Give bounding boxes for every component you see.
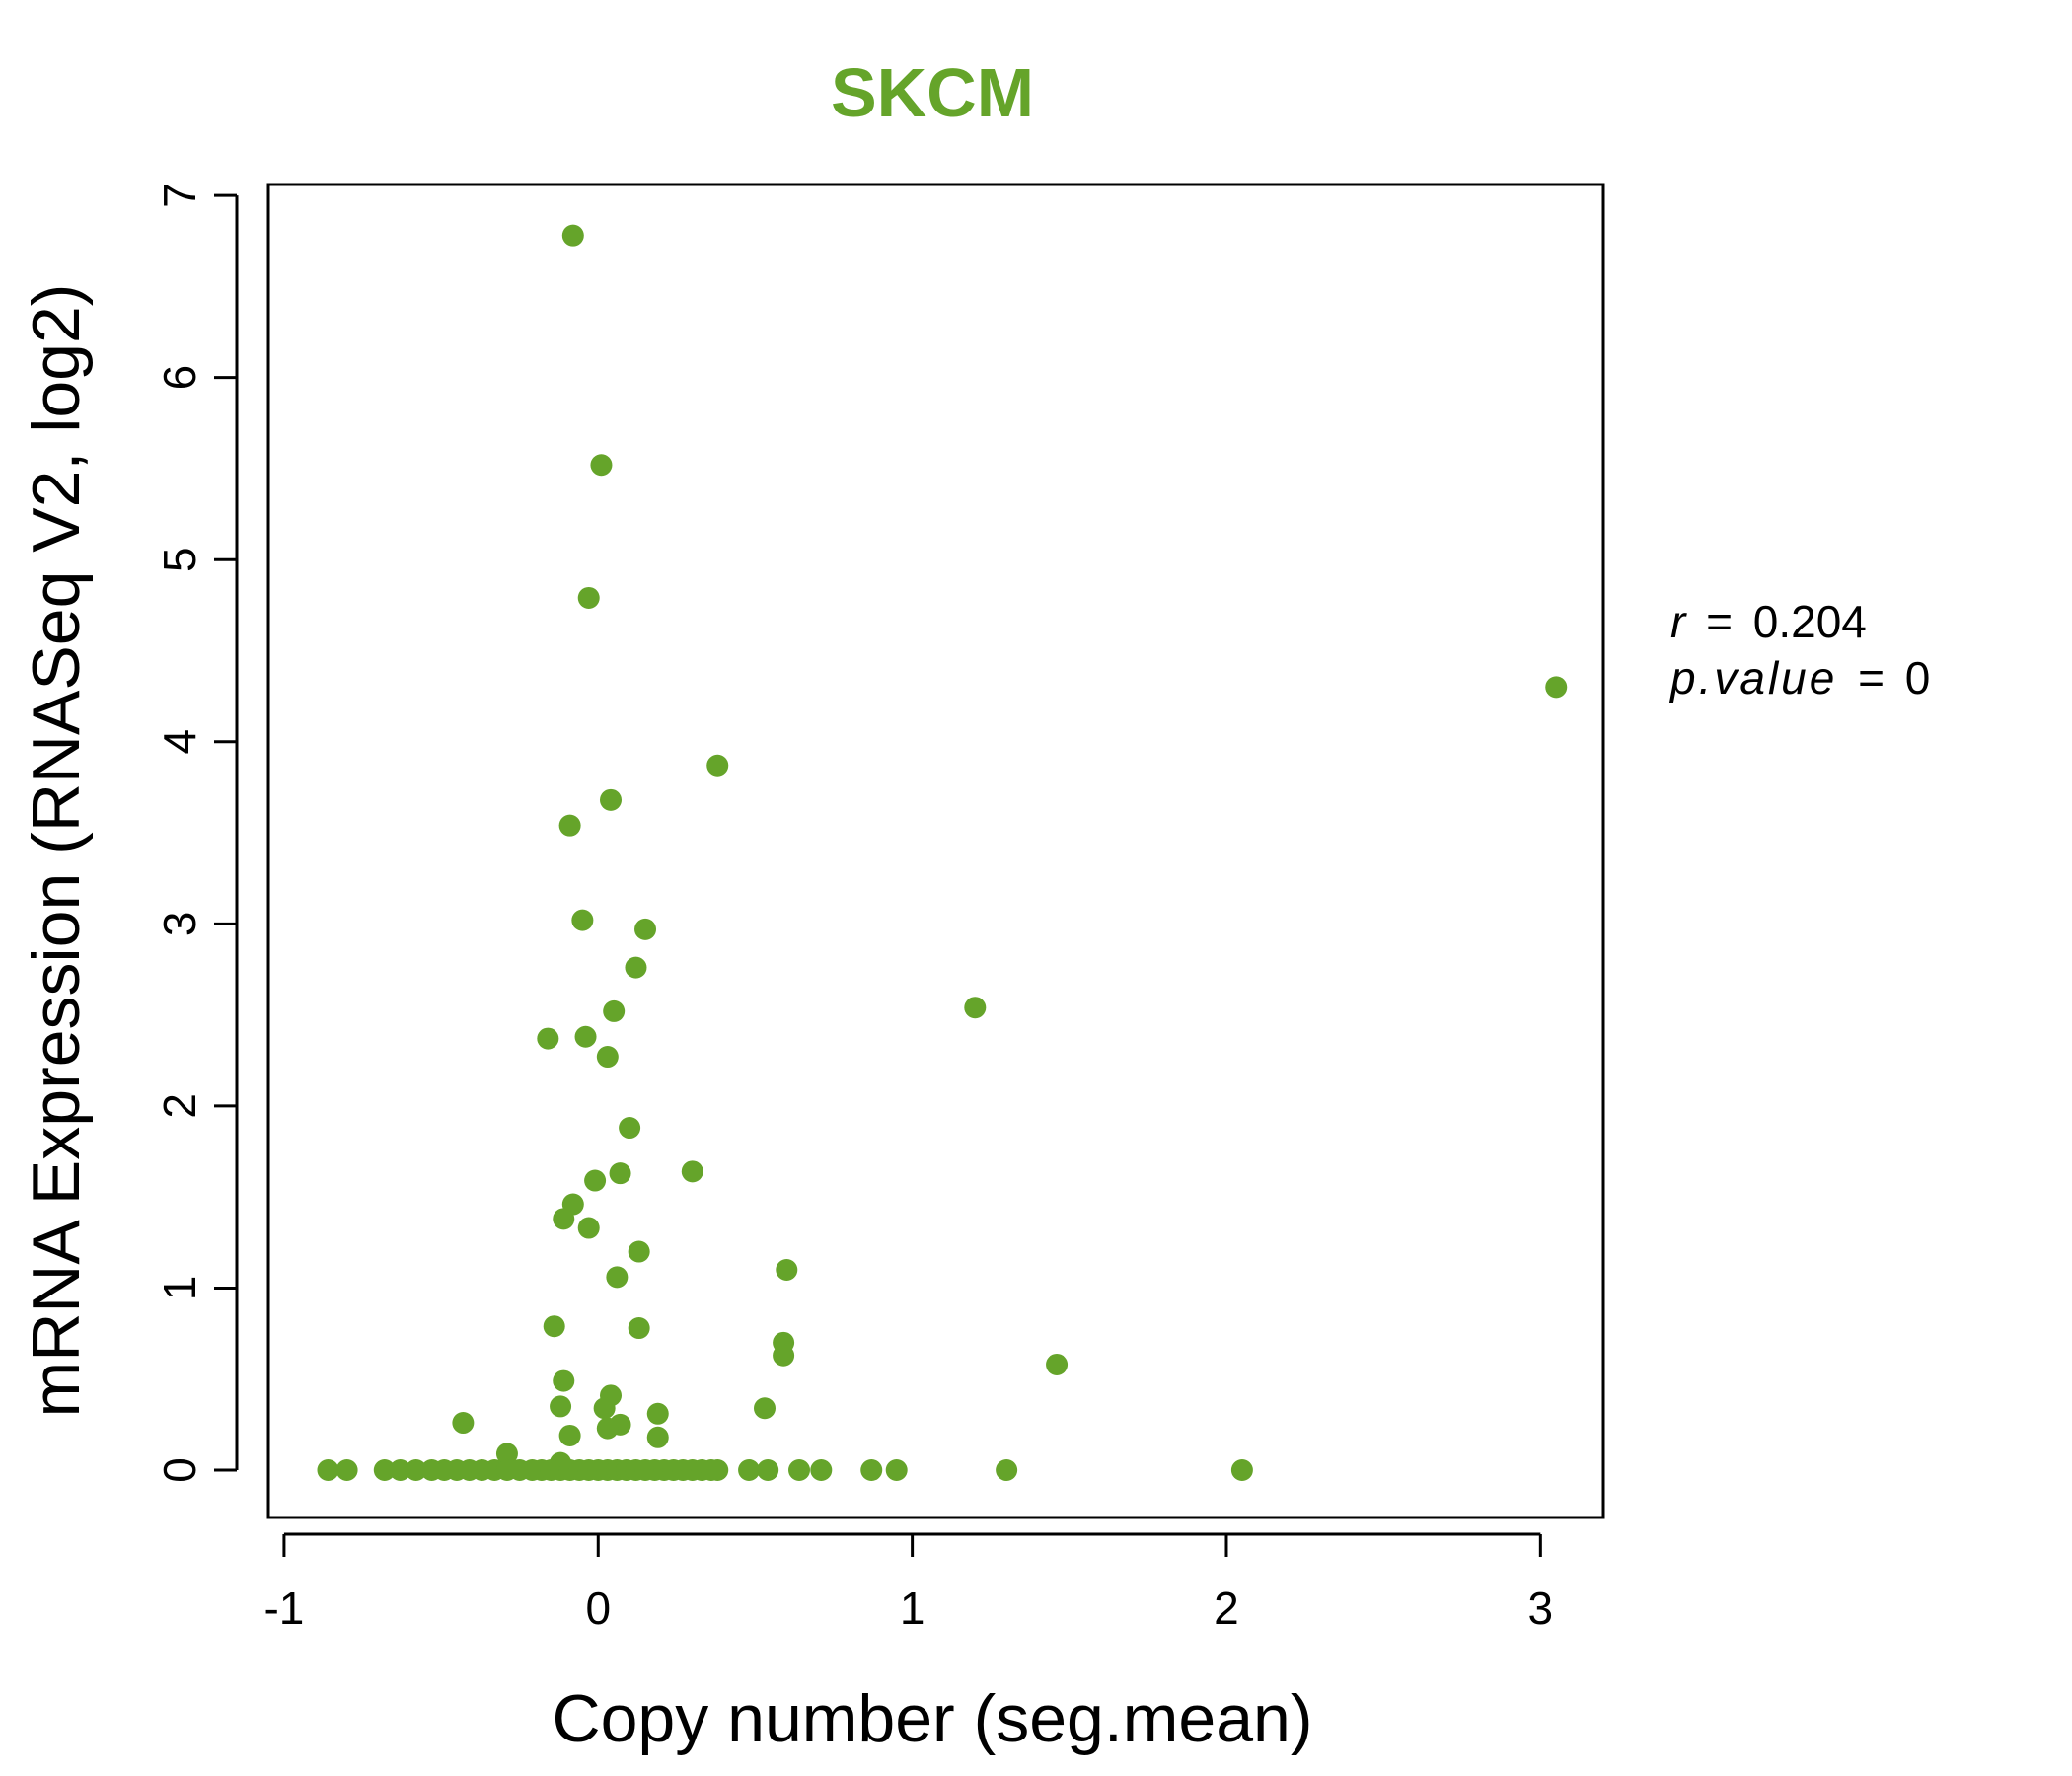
data-point	[577, 586, 600, 609]
data-point	[452, 1412, 475, 1435]
data-point	[603, 999, 626, 1022]
data-point	[335, 1459, 358, 1482]
data-point	[788, 1459, 811, 1482]
data-point	[537, 1027, 559, 1050]
data-point	[1545, 676, 1568, 699]
y-tick-label: 0	[154, 1457, 205, 1483]
x-tick-label: 0	[585, 1583, 611, 1634]
x-axis: -1 0 1 2 3	[263, 1532, 1554, 1634]
data-point	[681, 1160, 703, 1183]
data-point	[405, 1459, 427, 1482]
data-point	[706, 1459, 729, 1482]
data-point	[1046, 1353, 1069, 1375]
data-point	[634, 918, 657, 940]
data-point	[646, 1426, 669, 1448]
data-point	[577, 1217, 600, 1239]
data-point	[860, 1459, 883, 1482]
data-point	[996, 1459, 1018, 1482]
plot-frame	[266, 183, 1605, 1519]
data-point	[571, 909, 594, 931]
data-point	[609, 1162, 631, 1185]
data-points	[317, 224, 1568, 1482]
data-point	[619, 1117, 641, 1140]
data-point	[593, 1397, 616, 1420]
y-tick-label: 3	[154, 912, 205, 937]
data-point	[574, 1025, 597, 1048]
data-point	[389, 1459, 411, 1482]
data-point	[558, 814, 581, 837]
r-value: 0.204	[1753, 596, 1867, 647]
svg-text:r = 0.204: r = 0.204	[1670, 596, 1867, 647]
x-tick-label: 2	[1214, 1583, 1239, 1634]
p-label: p.value	[1668, 652, 1837, 703]
x-tick-label: 3	[1528, 1583, 1554, 1634]
p-value: 0	[1905, 652, 1931, 703]
data-point	[706, 754, 729, 777]
data-point	[543, 1315, 565, 1338]
data-point	[773, 1344, 795, 1367]
data-point	[495, 1443, 518, 1465]
data-point	[885, 1459, 908, 1482]
data-point	[606, 1266, 629, 1289]
stats-annotation: r = 0.204 p.value = 0	[1668, 596, 1930, 703]
data-point	[550, 1395, 572, 1418]
data-point	[558, 1424, 581, 1446]
data-point	[628, 1317, 650, 1340]
y-tick-label: 1	[154, 1276, 205, 1301]
x-tick-label: -1	[263, 1583, 304, 1634]
data-point	[373, 1459, 396, 1482]
data-point	[757, 1459, 779, 1482]
data-point	[553, 1208, 575, 1230]
data-point	[646, 1402, 669, 1425]
y-tick-label: 5	[154, 547, 205, 572]
y-tick-label: 7	[154, 183, 205, 208]
data-point	[1230, 1459, 1253, 1482]
x-tick-label: 1	[900, 1583, 925, 1634]
data-point	[590, 454, 613, 477]
y-axis-label: mRNA Expression (RNASeq V2, log2)	[19, 284, 94, 1418]
data-point	[317, 1459, 339, 1482]
data-point	[776, 1258, 798, 1281]
data-point	[625, 956, 647, 979]
chart-title: SKCM	[831, 54, 1034, 131]
data-point	[628, 1240, 650, 1263]
x-axis-label: Copy number (seg.mean)	[552, 1681, 1312, 1756]
y-tick-label: 4	[154, 729, 205, 755]
data-point	[738, 1459, 761, 1482]
data-point	[553, 1369, 575, 1392]
r-equals: =	[1706, 596, 1733, 647]
y-axis: 0 1 2 3 4 5 6 7	[154, 183, 239, 1483]
y-tick-label: 6	[154, 365, 205, 391]
p-equals: =	[1858, 652, 1885, 703]
data-point	[753, 1397, 776, 1420]
svg-text:p.value = 0: p.value = 0	[1668, 652, 1930, 703]
data-point	[600, 788, 623, 811]
data-point	[810, 1459, 833, 1482]
data-point	[596, 1417, 619, 1440]
data-point	[584, 1169, 607, 1192]
data-point	[964, 997, 987, 1019]
data-point	[596, 1046, 619, 1069]
y-tick-label: 2	[154, 1093, 205, 1119]
data-point	[561, 224, 584, 247]
r-label: r	[1670, 596, 1687, 647]
